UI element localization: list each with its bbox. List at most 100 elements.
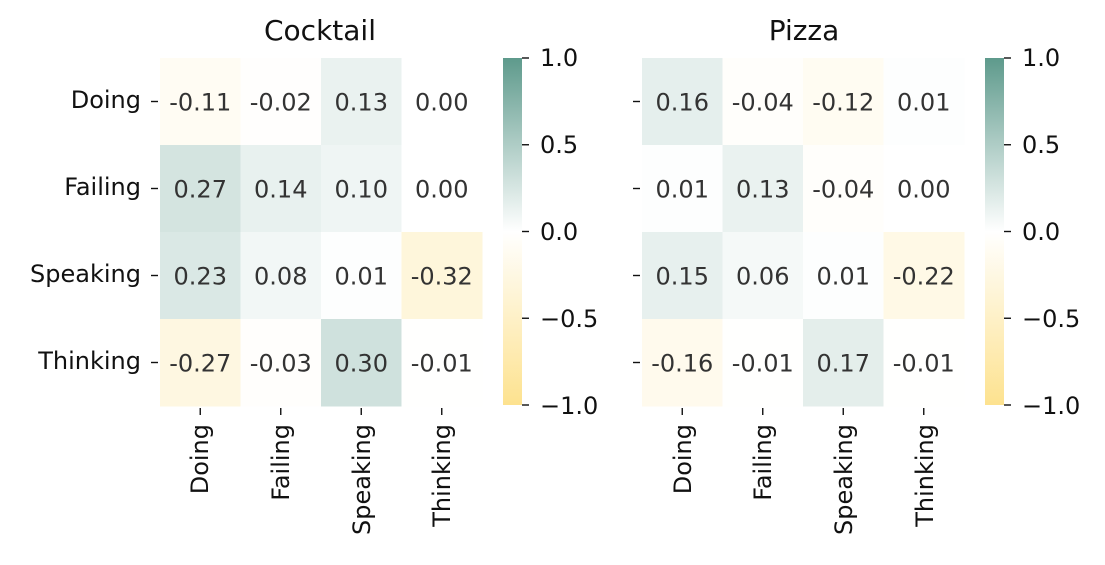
cell-value-label: 0.10: [335, 176, 388, 204]
colorbar-tick-label: 1.0: [1022, 44, 1060, 72]
heatmap-cell: [883, 319, 965, 407]
colorbar-gradient: [503, 58, 522, 405]
cell-value-label: 0.16: [656, 89, 709, 117]
heatmap-cell: [642, 232, 723, 320]
heatmap-cell: [722, 232, 804, 320]
heatmap-cell: [160, 145, 241, 233]
cell-value-label: 0.23: [174, 263, 227, 291]
cell-value-label: -0.02: [250, 89, 312, 117]
col-label: Thinking: [911, 424, 939, 528]
cell-value-label: 0.01: [335, 263, 388, 291]
pizza-panel: Pizza 0.16 -0.04 -0.12 0.01 0.01 0.13 -0.04 0.0…: [633, 14, 1080, 535]
heatmap-cell: [160, 58, 241, 146]
heatmap-cell: [321, 319, 402, 407]
heatmap-cell: [803, 319, 884, 407]
panel-title: Cocktail: [264, 14, 376, 47]
heatmap-cell: [240, 145, 322, 233]
colorbar-tick-label: −1.0: [540, 392, 598, 420]
col-label: Doing: [669, 424, 697, 494]
colorbar-tick-label: 1.0: [540, 44, 578, 72]
heatmap-cell: [803, 58, 884, 146]
cell-value-label: 0.00: [415, 89, 468, 117]
cell-value-label: 0.17: [817, 350, 870, 378]
heatmap-cell: [240, 232, 322, 320]
heatmap-cell: [401, 319, 483, 407]
heatmap-cell: [642, 319, 723, 407]
cell-value-label: 0.15: [656, 263, 709, 291]
heatmap-cell: [160, 319, 241, 407]
col-label: Doing: [186, 424, 214, 494]
colorbar-ticks: 1.0 0.5 0.0 −0.5 −1.0: [1022, 44, 1080, 420]
cell-value-label: 0.06: [736, 263, 789, 291]
cell-value-label: -0.22: [893, 263, 955, 291]
heatmap-cell: [883, 145, 965, 233]
colorbar-gradient: [985, 58, 1004, 405]
heatmap-cell: [722, 319, 804, 407]
heatmap-cell: [883, 232, 965, 320]
heatmap-cell: [883, 58, 965, 146]
cell-value-label: -0.01: [411, 350, 473, 378]
col-label: Speaking: [348, 424, 376, 535]
heatmap-cell: [401, 145, 483, 233]
cell-value-label: 0.01: [817, 263, 870, 291]
heatmap-cell: [401, 58, 483, 146]
cell-value-label: 0.13: [736, 176, 789, 204]
colorbar: 1.0 0.5 0.0 −0.5 −1.0: [503, 44, 598, 420]
col-label: Failing: [749, 424, 777, 501]
cell-value-label: -0.27: [169, 350, 231, 378]
cell-value-label: -0.12: [812, 89, 874, 117]
heatmap-cell: [722, 145, 804, 233]
row-label: Speaking: [30, 260, 141, 288]
row-label: Failing: [64, 173, 141, 201]
heatmap-cell: [722, 58, 804, 146]
heatmap-cell: [160, 232, 241, 320]
cell-value-label: 0.00: [415, 176, 468, 204]
cell-value-label: 0.00: [897, 176, 950, 204]
heatmap-grid: 0.16 -0.04 -0.12 0.01 0.01 0.13 -0.04 0.00 0.15 0…: [633, 57, 1011, 415]
colorbar-tick-label: 0.0: [1022, 218, 1060, 246]
column-labels: Doing Failing Speaking Thinking: [669, 424, 939, 535]
cell-value-label: -0.04: [812, 176, 874, 204]
heatmap-cell: [642, 145, 723, 233]
cell-value-label: -0.01: [732, 350, 794, 378]
heatmap-cell: [642, 58, 723, 146]
heatmap-grid: -0.11 -0.02 0.13 0.00 0.27 0.14 0.10 0.00 0.23 0.…: [151, 57, 529, 415]
cell-value-label: 0.27: [174, 176, 227, 204]
cell-value-label: 0.01: [656, 176, 709, 204]
column-labels: Doing Failing Speaking Thinking: [186, 424, 456, 535]
col-label: Thinking: [428, 424, 456, 528]
heatmap-cell: [803, 145, 884, 233]
colorbar-tick-label: −1.0: [1022, 392, 1080, 420]
colorbar-tick-label: −0.5: [1022, 305, 1080, 333]
heatmap-cell: [803, 232, 884, 320]
cell-value-label: -0.32: [411, 263, 473, 291]
cocktail-panel: Cocktail -0.11 -0.02 0.13 0.00 0.27 0.14 0.10 0…: [30, 14, 598, 535]
row-label: Thinking: [37, 347, 141, 375]
cell-value-label: 0.08: [254, 263, 307, 291]
colorbar-tick-label: −0.5: [540, 305, 598, 333]
cell-value-label: -0.16: [651, 350, 713, 378]
colorbar-tick-label: 0.0: [540, 218, 578, 246]
heatmap-cell: [240, 319, 322, 407]
heatmap-cell: [321, 145, 402, 233]
row-label: Doing: [71, 86, 141, 114]
cell-value-label: -0.11: [169, 89, 231, 117]
cell-value-label: 0.14: [254, 176, 307, 204]
cell-value-label: -0.04: [732, 89, 794, 117]
cell-value-label: -0.03: [250, 350, 312, 378]
colorbar-ticks: 1.0 0.5 0.0 −0.5 −1.0: [540, 44, 598, 420]
heatmap-cell: [401, 232, 483, 320]
cell-value-label: -0.01: [893, 350, 955, 378]
heatmap-cell: [321, 58, 402, 146]
heatmap-cell: [321, 232, 402, 320]
panel-title: Pizza: [769, 14, 840, 47]
col-label: Failing: [267, 424, 295, 501]
cell-value-label: 0.30: [335, 350, 388, 378]
colorbar-tick-label: 0.5: [540, 131, 578, 159]
colorbar-tick-label: 0.5: [1022, 131, 1060, 159]
cell-value-label: 0.01: [897, 89, 950, 117]
cell-value-label: 0.13: [335, 89, 388, 117]
colorbar: 1.0 0.5 0.0 −0.5 −1.0: [985, 44, 1080, 420]
